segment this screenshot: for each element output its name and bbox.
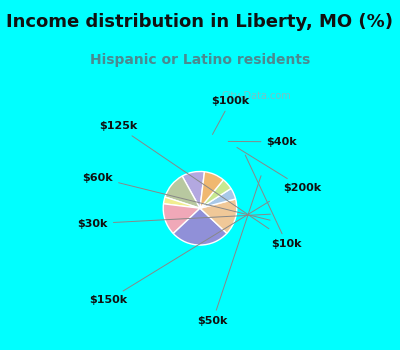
Wedge shape (182, 172, 204, 208)
Wedge shape (200, 199, 237, 233)
Text: $60k: $60k (82, 173, 270, 220)
Wedge shape (163, 204, 200, 233)
Text: $150k: $150k (89, 201, 270, 305)
Wedge shape (165, 176, 200, 208)
Text: $10k: $10k (245, 155, 302, 249)
Text: City-Data.com: City-Data.com (221, 91, 291, 101)
Text: $30k: $30k (78, 214, 270, 229)
Text: $100k: $100k (212, 96, 250, 134)
Wedge shape (164, 197, 200, 208)
Wedge shape (200, 172, 223, 208)
Wedge shape (200, 188, 236, 208)
Text: $40k: $40k (228, 137, 297, 147)
Wedge shape (173, 208, 227, 245)
Wedge shape (200, 180, 231, 208)
Text: Hispanic or Latino residents: Hispanic or Latino residents (90, 53, 310, 67)
Text: $50k: $50k (198, 176, 261, 326)
Text: $125k: $125k (99, 121, 269, 229)
Text: $200k: $200k (237, 147, 321, 193)
Text: Income distribution in Liberty, MO (%): Income distribution in Liberty, MO (%) (6, 13, 394, 30)
